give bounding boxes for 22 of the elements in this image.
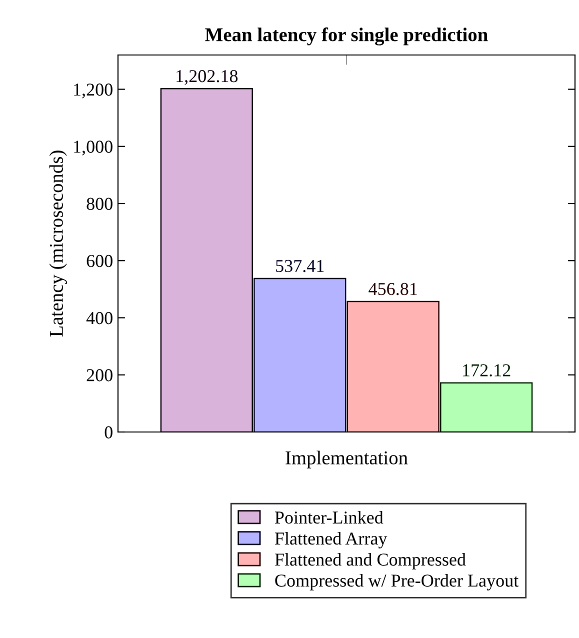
y-tick-label: 800 — [86, 198, 112, 210]
legend-label: Flattened and Compressed — [274, 553, 466, 570]
y-tick-label: 200 — [86, 369, 112, 382]
data-label: 537.41 — [276, 260, 324, 272]
data-label: 1,202.18 — [176, 70, 238, 85]
bar — [254, 278, 346, 432]
y-axis-title: Latency (microseconds) — [49, 150, 67, 337]
bar — [160, 88, 253, 432]
chart-title: Mean latency for single prediction — [205, 27, 488, 46]
x-axis-title: Implementation — [286, 450, 408, 468]
bar — [440, 382, 533, 432]
bar — [346, 300, 440, 432]
y-tick-label: 1,200 — [74, 84, 112, 98]
data-label: 172.12 — [463, 364, 510, 376]
legend-label: Pointer-Linked — [274, 510, 384, 524]
y-tick-label: 1,000 — [74, 140, 112, 156]
y-tick-label: 400 — [86, 312, 112, 324]
y-tick-label: 600 — [86, 254, 112, 268]
data-label: 456.81 — [368, 282, 417, 296]
legend-label: Flattened Array — [274, 532, 388, 548]
legend-label: Compressed w/ Pre-Order Layout — [275, 574, 519, 590]
y-tick-label: 0 — [104, 426, 112, 438]
